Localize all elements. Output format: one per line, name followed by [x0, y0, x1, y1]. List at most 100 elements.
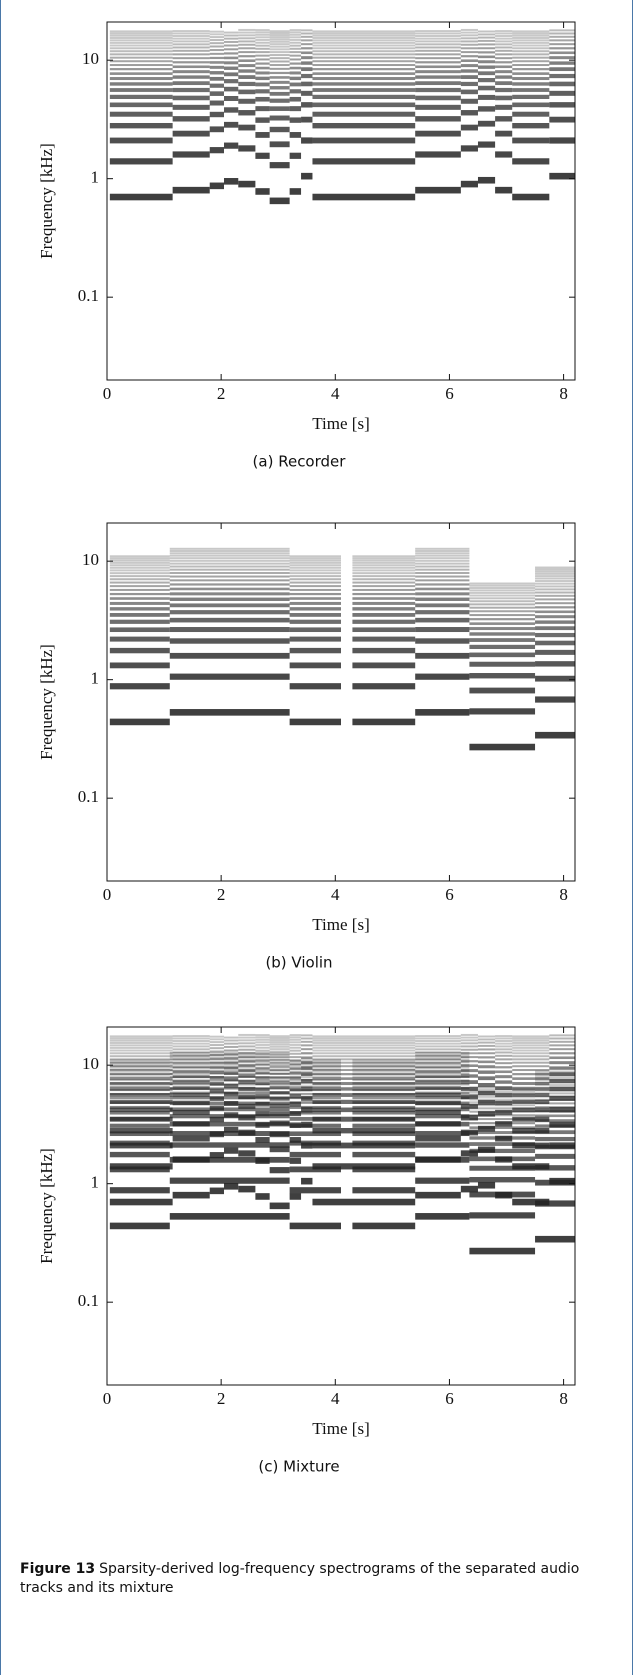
- harmonic: [512, 72, 550, 75]
- harmonic: [289, 1131, 341, 1137]
- harmonic: [535, 661, 575, 667]
- harmonic: [549, 29, 575, 32]
- harmonic: [169, 1083, 290, 1086]
- harmonic: [477, 1181, 496, 1189]
- harmonic: [269, 1069, 290, 1072]
- harmonic: [172, 1037, 210, 1040]
- harmonic: [169, 554, 290, 557]
- harmonic: [301, 1061, 313, 1065]
- x-axis-label: Time [s]: [312, 1419, 369, 1438]
- harmonic: [312, 1049, 416, 1052]
- harmonic: [535, 1144, 575, 1150]
- harmonic: [269, 64, 290, 67]
- harmonic: [169, 559, 290, 562]
- harmonic: [109, 1222, 170, 1230]
- harmonic: [109, 1082, 170, 1085]
- harmonic: [269, 1085, 290, 1089]
- harmonic: [415, 1070, 461, 1074]
- harmonic: [255, 1052, 270, 1055]
- harmonic: [477, 120, 496, 127]
- harmonic: [549, 1095, 575, 1101]
- x-axis-label: Time [s]: [312, 414, 369, 433]
- harmonic: [512, 137, 550, 144]
- harmonic: [535, 588, 575, 591]
- harmonic: [415, 552, 470, 555]
- harmonic: [352, 1140, 416, 1146]
- harmonic: [495, 1051, 513, 1054]
- harmonic: [549, 32, 575, 35]
- harmonic: [289, 1137, 302, 1143]
- harmonic: [549, 1061, 575, 1065]
- harmonic: [415, 579, 470, 582]
- harmonic: [312, 47, 416, 50]
- harmonic: [238, 1080, 256, 1084]
- harmonic: [469, 1114, 536, 1117]
- harmonic: [469, 614, 536, 617]
- harmonic: [289, 29, 302, 32]
- harmonic: [495, 57, 513, 60]
- harmonic: [224, 31, 239, 34]
- harmonic: [415, 627, 470, 633]
- harmonic: [269, 86, 290, 90]
- harmonic: [109, 94, 173, 99]
- harmonic: [495, 186, 513, 194]
- harmonic: [172, 1042, 210, 1045]
- harmonic: [535, 570, 575, 573]
- harmonic: [289, 1061, 341, 1064]
- harmonic: [415, 1035, 461, 1038]
- harmonic: [312, 1039, 416, 1042]
- harmonic: [255, 62, 270, 65]
- harmonic: [312, 1082, 416, 1086]
- harmonic: [312, 111, 416, 117]
- harmonic: [352, 1068, 416, 1071]
- harmonic: [224, 1147, 239, 1154]
- harmonic: [415, 1039, 461, 1042]
- harmonic: [169, 562, 290, 565]
- harmonic: [469, 589, 536, 592]
- harmonic: [512, 1069, 550, 1072]
- harmonic: [169, 565, 290, 568]
- harmonic: [238, 37, 256, 40]
- harmonic: [535, 566, 575, 569]
- harmonic: [415, 575, 470, 578]
- harmonic: [415, 1066, 461, 1069]
- harmonic: [477, 1083, 496, 1088]
- figure-caption: Figure 13 Sparsity-derived log-frequency …: [20, 1560, 612, 1598]
- harmonic: [477, 33, 496, 36]
- harmonic: [495, 1037, 513, 1040]
- harmonic: [109, 592, 170, 596]
- harmonic: [238, 1048, 256, 1051]
- harmonic: [109, 1131, 170, 1137]
- harmonic: [255, 1041, 270, 1044]
- harmonic: [109, 158, 173, 165]
- harmonic: [109, 683, 170, 690]
- harmonic: [415, 32, 461, 35]
- harmonic: [109, 102, 173, 108]
- harmonic: [512, 1061, 550, 1064]
- harmonic: [415, 562, 470, 565]
- harmonic: [312, 158, 416, 165]
- harmonic: [289, 1105, 341, 1109]
- harmonic: [289, 613, 341, 617]
- harmonic: [549, 1066, 575, 1070]
- harmonic: [269, 1146, 290, 1153]
- harmonic: [460, 1060, 478, 1063]
- harmonic: [209, 1038, 224, 1041]
- harmonic: [549, 1052, 575, 1055]
- harmonic: [109, 1070, 170, 1073]
- harmonic: [512, 1039, 550, 1042]
- harmonic: [301, 1072, 313, 1077]
- harmonic: [109, 557, 170, 560]
- harmonic: [512, 1093, 550, 1097]
- harmonic: [289, 41, 302, 44]
- harmonic: [469, 597, 536, 600]
- harmonic: [512, 1107, 550, 1113]
- harmonic: [169, 1079, 290, 1082]
- harmonic: [415, 1048, 461, 1051]
- harmonic: [109, 1087, 173, 1091]
- harmonic: [535, 1119, 575, 1123]
- harmonic: [172, 1066, 210, 1069]
- harmonic: [109, 34, 173, 37]
- harmonic: [352, 1096, 416, 1100]
